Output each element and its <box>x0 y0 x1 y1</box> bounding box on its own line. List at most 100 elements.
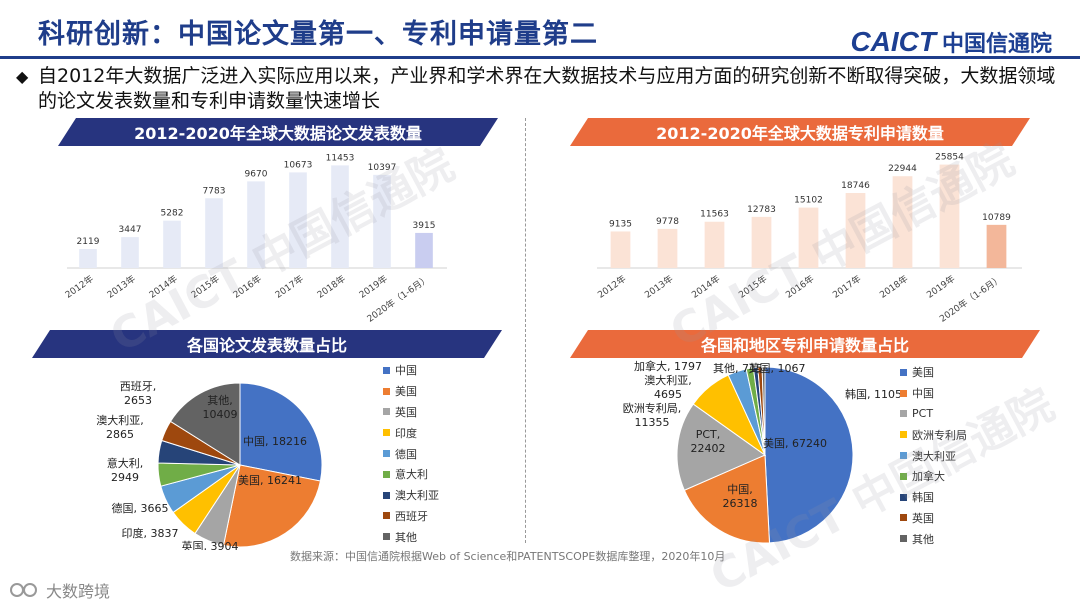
patent-pie-legend-item: 韩国 <box>900 487 967 508</box>
patent-pie-legend-swatch <box>900 452 907 460</box>
patent-pie-chart: 美国, 67240 中国, 26318 PCT, 22402 欧洲专利局, 11355澳大利… <box>623 359 900 544</box>
paper-bar-bar <box>289 172 307 268</box>
patent-pie-data-label: 加拿大, 1797 <box>634 359 702 373</box>
patent-bar-value-label: 12783 <box>747 205 776 215</box>
paper-bar-category-label: 2014年 <box>147 273 180 301</box>
paper-pie-data-label: 德国, 3665 <box>112 501 169 515</box>
paper-pie-legend: 中国 美国 英国 印度 德国 意大利 澳大利亚 西班牙 其他 <box>383 360 439 547</box>
patent-pie-legend-swatch <box>900 472 907 480</box>
footer-brand-text: 大数跨境 <box>46 582 111 601</box>
patent-pie-legend-item: 中国 <box>900 383 967 404</box>
paper-pie-legend-swatch <box>383 366 390 374</box>
paper-bar-category-label: 2012年 <box>63 273 96 301</box>
patent-pie-legend-label: 澳大利亚 <box>912 449 956 463</box>
footer-brand: 大数跨境 <box>10 578 110 602</box>
paper-pie-legend-label: 印度 <box>395 426 417 440</box>
patent-pie-legend-label: 美国 <box>912 366 934 380</box>
patent-bar-value-label: 15102 <box>794 196 823 206</box>
paper-pie-legend-item: 其他 <box>383 526 439 547</box>
center-divider <box>525 118 526 543</box>
patent-pie-legend-label: 英国 <box>912 511 934 525</box>
patent-pie-legend-item: PCT <box>900 404 967 425</box>
paper-bar-category-label: 2016年 <box>231 273 264 301</box>
paper-bar-value-label: 5282 <box>161 209 184 219</box>
paper-bar-value-label: 10673 <box>284 160 313 170</box>
paper-pie-legend-swatch <box>383 512 390 520</box>
patent-pie-legend-label: 韩国 <box>912 491 934 505</box>
patent-bar-bar <box>751 216 772 268</box>
paper-pie-legend-swatch <box>383 450 390 458</box>
patent-pie-legend-label: 欧洲专利局 <box>912 428 967 442</box>
paper-pie-data-label: 印度, 3837 <box>122 526 179 540</box>
paper-pie-data-label: 美国, 16241 <box>238 474 302 487</box>
paper-pie-legend-label: 德国 <box>395 447 417 461</box>
paper-bar-bar <box>247 181 265 268</box>
paper-bar-value-label: 3447 <box>119 225 142 235</box>
paper-bar-category-label: 2018年 <box>315 273 348 301</box>
patent-pie-legend-swatch <box>900 493 907 501</box>
patent-pie-legend-swatch <box>900 368 907 376</box>
paper-bar-category-label: 2015年 <box>189 273 222 301</box>
paper-pie-data-label: 澳大利亚, 2865 <box>96 413 144 441</box>
patent-pie-legend-swatch <box>900 514 907 522</box>
paper-bar-value-label: 10397 <box>368 163 397 173</box>
patent-pie-data-label: 澳大利亚, 4695 <box>644 373 692 401</box>
paper-pie-legend-label: 澳大利亚 <box>395 489 439 503</box>
paper-pie-legend-swatch <box>383 429 390 437</box>
paper-pie-legend-swatch <box>383 387 390 395</box>
patent-bar-category-label: 2014年 <box>689 273 722 301</box>
patent-pie-legend-item: 其他 <box>900 528 967 549</box>
patent-pie-data-label: 韩国, 1105 <box>845 387 900 401</box>
paper-bar-value-label: 3915 <box>413 221 436 231</box>
paper-pie-legend-swatch <box>383 491 390 499</box>
paper-pie-legend-label: 意大利 <box>395 468 428 482</box>
patent-bar-value-label: 22944 <box>888 164 917 174</box>
paper-bar-bar <box>415 232 433 268</box>
paper-bar-bar <box>79 249 97 268</box>
patent-pie-data-label: PCT, 22402 <box>691 428 726 455</box>
patent-bar-category-label: 2018年 <box>877 273 910 301</box>
logo-cn: 中国信通院 <box>941 32 1052 57</box>
patent-pie-slice <box>676 403 767 491</box>
patent-bar-bar <box>845 193 866 268</box>
logo-en: CAICT <box>850 26 936 57</box>
patent-pie-data-label: 美国, 67240 <box>763 437 827 450</box>
patent-pie-legend-swatch <box>900 389 907 397</box>
patent-bar-value-label: 9135 <box>609 219 632 229</box>
paper-pie-legend-item: 英国 <box>383 402 439 423</box>
paper-bar-category-label: 2013年 <box>105 273 138 301</box>
patent-pie-legend-item: 英国 <box>900 508 967 529</box>
patent-bar-chart-banner: 2012-2020年全球大数据专利申请数量 <box>570 118 1030 146</box>
paper-pie-chart-banner: 各国论文发表数量占比 <box>32 330 502 358</box>
page-title: 科研创新：中国论文量第一、专利申请量第二 <box>38 19 598 50</box>
patent-pie-data-label: 欧洲专利局, 11355 <box>623 401 682 429</box>
patent-bar-category-label: 2016年 <box>783 273 816 301</box>
paper-bar-category-label: 2019年 <box>357 273 390 301</box>
paper-pie-legend-label: 西班牙 <box>395 509 428 523</box>
paper-pie-legend-label: 英国 <box>395 405 417 419</box>
patent-pie-data-label: 其他, 715 <box>713 362 763 375</box>
patent-pie-legend-label: 中国 <box>912 387 934 401</box>
paper-bar-chart-banner: 2012-2020年全球大数据论文发表数量 <box>58 118 498 146</box>
paper-pie-legend-swatch <box>383 470 390 478</box>
paper-pie-slice <box>169 382 241 466</box>
patent-pie-slice <box>683 454 771 544</box>
paper-pie-data-label: 西班牙, 2653 <box>120 380 157 407</box>
paper-pie-legend-item: 中国 <box>383 360 439 381</box>
paper-pie-legend-item: 西班牙 <box>383 506 439 527</box>
source-note: 数据来源：中国信通院根据Web of Science和PATENTSCOPE数据… <box>290 550 726 563</box>
patent-bar-value-label: 9778 <box>656 217 679 227</box>
patent-pie-legend-swatch <box>900 535 907 543</box>
patent-bar-value-label: 10789 <box>982 213 1011 223</box>
paper-pie-legend-swatch <box>383 408 390 416</box>
title-underline <box>0 56 1080 59</box>
bullet-point: ◆ 自2012年大数据广泛进入实际应用以来，产业界和学术界在大数据技术与应用方面… <box>16 64 1066 114</box>
diamond-bullet-icon: ◆ <box>16 67 29 86</box>
patent-bar-value-label: 11563 <box>700 210 729 220</box>
patent-bar-category-label: 2017年 <box>830 273 863 301</box>
patent-bar-category-label: 2013年 <box>642 273 675 301</box>
paper-pie-chart-title: 各国论文发表数量占比 <box>186 336 347 355</box>
bullet-text: 自2012年大数据广泛进入实际应用以来，产业界和学术界在大数据技术与应用方面的研… <box>38 65 1056 112</box>
paper-bar-bar <box>205 198 223 268</box>
patent-bar-value-label: 18746 <box>841 181 870 191</box>
